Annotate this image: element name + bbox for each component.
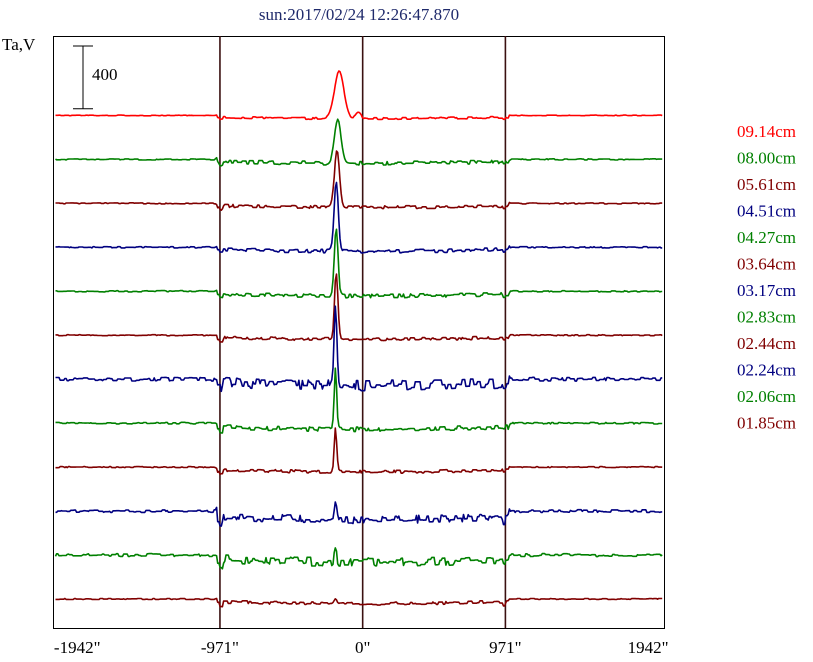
series-line-02.83cm: [55, 367, 663, 434]
legend: 09.14cm 08.00cm 05.61cm 04.51cm 04.27cm 03.64…: [737, 122, 796, 433]
series-line-08.00cm: [55, 118, 663, 167]
legend-entry-01.85cm: 01.85cm: [737, 414, 796, 433]
x-tick-label-4: 1942": [628, 638, 669, 657]
series-line-09.14cm: [55, 70, 663, 121]
legend-entry-03.17cm: 03.17cm: [737, 281, 796, 300]
legend-entry-02.06cm: 02.06cm: [737, 387, 796, 406]
legend-entry-04.51cm: 04.51cm: [737, 202, 796, 221]
series-line-01.85cm: [55, 597, 663, 608]
legend-entry-02.44cm: 02.44cm: [737, 334, 796, 353]
series-line-04.51cm: [55, 181, 663, 254]
series-line-05.61cm: [55, 150, 663, 211]
scale-bar: 400: [73, 45, 118, 110]
x-tick-labels: -1942" -971" 0" 971" 1942": [54, 638, 669, 657]
legend-entry-04.27cm: 04.27cm: [737, 228, 796, 247]
series-line-02.44cm: [55, 427, 663, 476]
legend-entry-02.24cm: 02.24cm: [737, 361, 796, 380]
x-tick-label-2: 0": [355, 638, 370, 657]
scale-bar-label: 400: [92, 65, 118, 84]
series-traces: [54, 70, 663, 608]
legend-entry-05.61cm: 05.61cm: [737, 175, 796, 194]
marker-lines: [219, 36, 507, 628]
x-tick-label-0: -1942": [54, 638, 101, 657]
series-line-02.06cm: [54, 547, 663, 570]
series-line-04.27cm: [55, 228, 663, 299]
legend-entry-09.14cm: 09.14cm: [737, 122, 796, 141]
legend-entry-02.83cm: 02.83cm: [737, 308, 796, 327]
x-tick-label-3: 971": [489, 638, 521, 657]
plot-frame: [53, 36, 665, 629]
x-tick-label-1: -971": [201, 638, 239, 657]
y-axis-label: Ta,V: [2, 35, 36, 54]
series-line-03.64cm: [55, 273, 663, 343]
chart-title: sun:2017/02/24 12:26:47.870: [259, 5, 459, 24]
series-line-02.24cm: [55, 501, 663, 527]
series-line-03.17cm: [55, 305, 663, 393]
legend-entry-08.00cm: 08.00cm: [737, 149, 796, 168]
legend-entry-03.64cm: 03.64cm: [737, 255, 796, 274]
